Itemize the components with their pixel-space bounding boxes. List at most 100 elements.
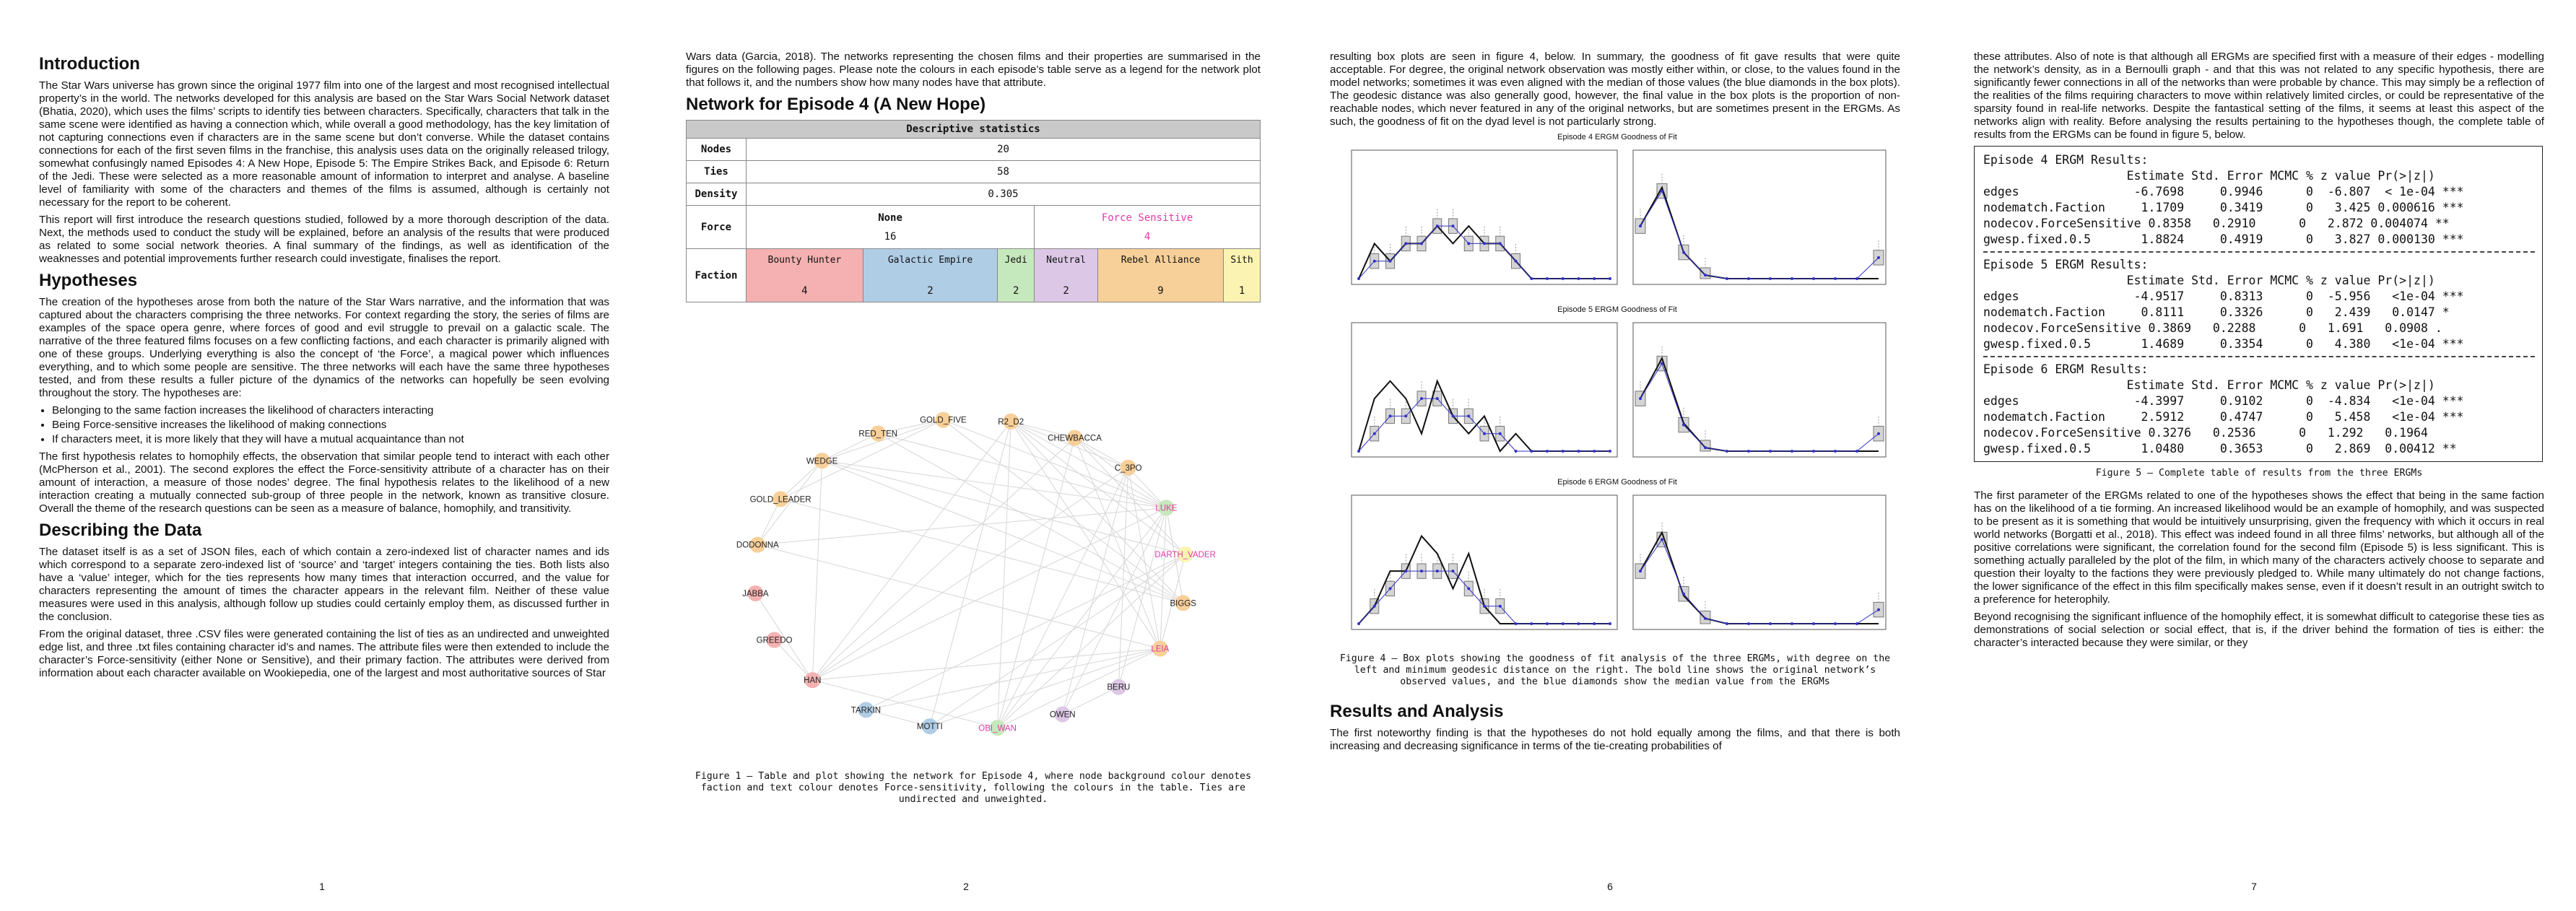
faction-cell: Bounty Hunter 4 xyxy=(746,248,863,302)
force-none-label: None xyxy=(878,212,902,224)
ergm-row: nodematch.Faction 1.1709 0.3419 0 3.425 … xyxy=(1983,201,2464,214)
ergm-row: nodecov.ForceSensitive 0.3869 0.2288 0 1… xyxy=(1983,321,2442,335)
median-point xyxy=(1877,432,1880,435)
network-node-label: HAN xyxy=(804,676,821,685)
gof-title: Episode 6 ERGM Goodness of Fit xyxy=(1557,478,1677,487)
gof-plot xyxy=(1351,494,1887,630)
median-point xyxy=(1530,622,1533,625)
observed-line xyxy=(1640,356,1879,452)
faction-count: 2 xyxy=(1063,284,1069,297)
faction-name: Neutral xyxy=(1046,254,1086,266)
median-point xyxy=(1855,277,1858,280)
network-edge xyxy=(754,593,813,681)
network-edge xyxy=(822,433,879,461)
faction-cell: Neutral 2 xyxy=(1034,248,1098,302)
median-point xyxy=(1435,397,1439,401)
network-node xyxy=(935,411,952,428)
network-node xyxy=(1110,679,1127,695)
median-point xyxy=(1514,259,1518,263)
median-point xyxy=(1514,622,1518,625)
stats-label: Nodes xyxy=(686,138,747,161)
hypotheses-list: Belonging to the same faction increases … xyxy=(39,404,609,446)
network-edge xyxy=(822,460,1185,555)
network-edge xyxy=(997,467,1129,728)
median-point xyxy=(1498,604,1502,608)
network-node xyxy=(814,453,830,469)
median-point xyxy=(1790,277,1793,280)
network-edge xyxy=(866,648,1160,710)
faction-name: Jedi xyxy=(1004,254,1027,266)
page-6: resulting box plots are seen in figure 4… xyxy=(1288,0,1932,911)
plot-frame xyxy=(1632,494,1887,630)
page-number: 2 xyxy=(963,881,969,892)
page-2-column: Wars data (Garcia, 2018). The networks r… xyxy=(686,51,1261,302)
median-point xyxy=(1877,608,1880,611)
stats-label: Faction xyxy=(686,248,747,302)
faction-count: 2 xyxy=(1012,284,1019,297)
median-point xyxy=(1546,450,1549,453)
faction-count: 2 xyxy=(927,284,934,297)
page-6-column: resulting box plots are seen in figure 4… xyxy=(1330,51,1900,757)
plot-frame xyxy=(1351,322,1618,458)
faction-count: 4 xyxy=(801,284,808,297)
stats-value: 0.305 xyxy=(746,183,1261,206)
network-node-label: LUKE xyxy=(1155,504,1177,513)
plot-frame xyxy=(1632,322,1887,458)
stats-value: 58 xyxy=(746,160,1261,183)
heading-introduction: Introduction xyxy=(39,54,140,74)
network-edge xyxy=(780,419,944,500)
network-node xyxy=(749,536,766,553)
network-edge xyxy=(866,709,930,727)
faction-count: 1 xyxy=(1238,284,1245,297)
network-edge xyxy=(812,507,1167,681)
ergm-header: Estimate Std. Error MCMC % z value Pr(>|… xyxy=(1983,378,2435,392)
network-node xyxy=(1177,546,1193,563)
network-edge xyxy=(997,554,1185,728)
stats-label: Density xyxy=(686,183,747,206)
median-point xyxy=(1404,414,1408,418)
network-node-label: GREEDO xyxy=(757,637,793,645)
ergm-row: edges -4.3997 0.9102 0 -4.834 <1e-04 *** xyxy=(1983,394,2464,408)
network-edge xyxy=(878,432,1167,508)
network-node-label: TARKIN xyxy=(851,706,881,715)
median-point xyxy=(1372,432,1376,435)
network-node-label: BIGGS xyxy=(1170,599,1196,608)
median-point xyxy=(1661,362,1663,365)
network-node xyxy=(870,425,887,442)
paragraph: The first hypothesis relates to homophil… xyxy=(39,450,609,515)
median-point xyxy=(1483,604,1486,608)
network-node-label: R2_D2 xyxy=(998,418,1024,427)
network-node xyxy=(773,491,789,507)
network-node xyxy=(804,672,821,689)
page-2: Wars data (Garcia, 2018). The networks r… xyxy=(644,0,1288,911)
dashed-separator xyxy=(1983,251,2535,253)
figure-4-caption: Figure 4 – Box plots showing the goodnes… xyxy=(1339,653,1891,687)
paragraph: The Star Wars universe has grown since t… xyxy=(39,79,609,209)
median-point xyxy=(1498,242,1502,245)
paragraph: Wars data (Garcia, 2018). The networks r… xyxy=(686,51,1261,89)
paragraph: From the original dataset, three .CSV fi… xyxy=(39,628,609,679)
median-point xyxy=(1747,277,1750,280)
faction-name: Sith xyxy=(1230,254,1253,266)
page-number: 6 xyxy=(1607,881,1613,892)
median-point xyxy=(1483,432,1486,435)
median-point xyxy=(1388,259,1392,263)
ergm-row: edges -4.9517 0.8313 0 -5.956 <1e-04 *** xyxy=(1983,289,2464,303)
median-line xyxy=(1358,398,1610,452)
dashed-separator xyxy=(1983,356,2535,357)
gof-panel: Episode 5 ERGM Goodness of Fit xyxy=(1330,305,1905,475)
network-node-label: DARTH_VADER xyxy=(1154,551,1216,559)
gof-plot xyxy=(1351,149,1887,285)
median-point xyxy=(1514,450,1518,453)
median-point xyxy=(1577,277,1580,280)
paragraph: The dataset itself is as a set of JSON f… xyxy=(39,546,609,623)
network-edge xyxy=(757,507,1167,546)
median-point xyxy=(1357,622,1360,625)
network-edge xyxy=(1165,507,1184,603)
paragraph: Beyond recognising the significant influ… xyxy=(1974,611,2544,649)
median-point xyxy=(1855,622,1858,625)
median-line xyxy=(1640,362,1879,452)
network-edge xyxy=(774,640,813,681)
median-point xyxy=(1388,414,1392,418)
median-point xyxy=(1726,622,1728,625)
